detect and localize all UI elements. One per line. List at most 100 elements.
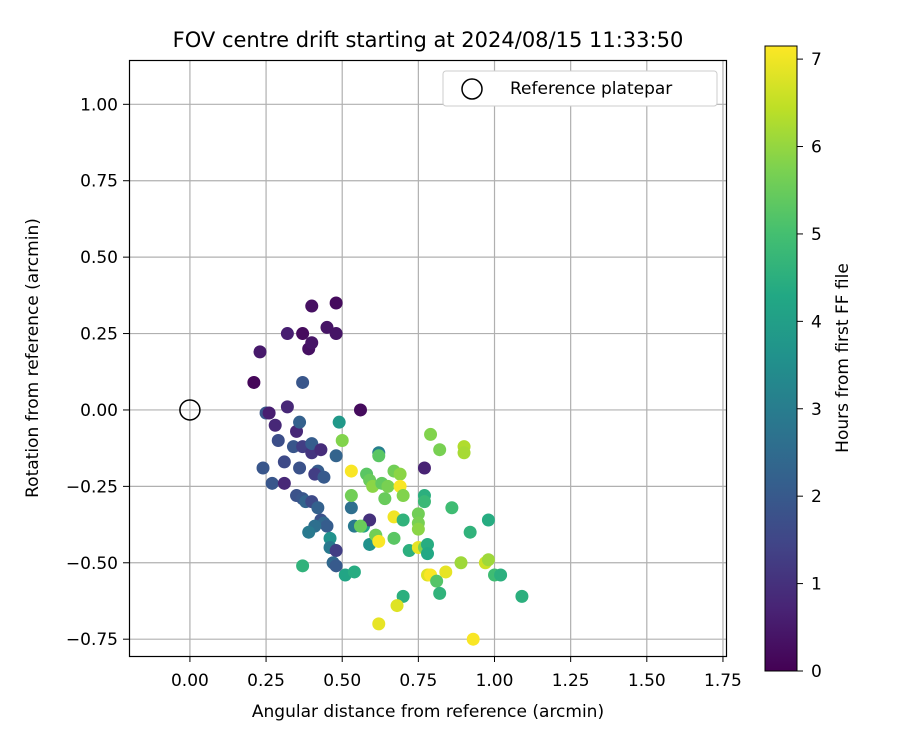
- data-point: [247, 375, 261, 389]
- y-tick-label: 0.25: [80, 325, 118, 345]
- data-point: [515, 589, 529, 603]
- x-tick-label: 0.00: [171, 671, 209, 691]
- y-tick-label: 0.75: [80, 172, 118, 192]
- data-point: [445, 501, 459, 515]
- data-point: [353, 403, 367, 417]
- data-point: [393, 467, 407, 481]
- y-axis: −0.75 −0.50 −0.25 0.00 0.25 0.50 0.75 1.00: [66, 95, 129, 650]
- reference-point: [179, 399, 201, 421]
- data-point: [421, 547, 434, 561]
- data-point: [387, 531, 401, 545]
- data-point: [256, 461, 270, 475]
- data-point: [390, 599, 404, 613]
- x-axis-label: Angular distance from reference (arcmin): [252, 702, 604, 722]
- colorbar-gradient: [764, 45, 798, 672]
- data-point: [372, 617, 386, 631]
- y-tick-label: −0.25: [66, 477, 118, 497]
- data-point: [421, 537, 434, 551]
- data-point: [314, 443, 328, 457]
- data-point: [329, 449, 343, 463]
- chart-title: FOV centre drift starting at 2024/08/15 …: [173, 28, 684, 52]
- data-point: [262, 406, 276, 420]
- x-tick-label: 1.75: [704, 671, 742, 691]
- data-point: [433, 443, 447, 457]
- data-point: [344, 501, 358, 515]
- data-point: [311, 501, 325, 515]
- data-point: [296, 327, 310, 341]
- data-point: [265, 476, 279, 490]
- data-point: [411, 522, 425, 536]
- colorbar-tick-label: 0: [811, 662, 822, 682]
- data-point: [372, 449, 386, 463]
- data-point: [253, 345, 267, 359]
- data-point: [329, 296, 343, 310]
- legend-box: [442, 70, 718, 107]
- data-point: [329, 544, 343, 558]
- x-tick-label: 1.25: [552, 671, 590, 691]
- colorbar-tick-label: 7: [811, 50, 822, 70]
- data-point: [466, 632, 480, 646]
- data-point: [396, 513, 410, 527]
- data-point: [305, 299, 319, 313]
- data-point: [481, 553, 495, 567]
- colorbar-tick-label: 6: [811, 138, 822, 158]
- legend: Reference platepar: [442, 70, 718, 107]
- colorbar-tick-label: 3: [811, 400, 822, 420]
- data-point: [302, 525, 316, 539]
- y-tick-label: −0.75: [66, 630, 118, 650]
- data-point: [363, 513, 377, 527]
- x-axis: 0.00 0.25 0.50 0.75 1.00 1.25 1.50 1.75: [171, 656, 742, 691]
- data-point: [417, 495, 431, 509]
- data-point: [411, 507, 425, 521]
- data-point: [457, 446, 471, 460]
- data-point: [293, 415, 307, 429]
- data-point: [296, 559, 310, 573]
- data-point: [305, 336, 319, 350]
- data-point: [353, 519, 367, 533]
- colorbar-tick-label: 2: [811, 487, 822, 507]
- data-point: [277, 455, 291, 469]
- data-point: [317, 470, 331, 484]
- data-point: [424, 427, 438, 441]
- grid: [129, 60, 726, 656]
- colorbar-ticks: 0 1 2 3 4 5 6 7: [797, 50, 822, 682]
- data-point: [454, 556, 468, 570]
- data-point: [323, 531, 337, 545]
- data-point: [277, 476, 291, 490]
- colorbar-label: Hours from first FF file: [833, 263, 853, 453]
- x-tick-label: 1.50: [628, 671, 666, 691]
- data-point: [329, 559, 343, 573]
- data-point: [378, 492, 392, 506]
- data-point: [268, 418, 282, 432]
- y-tick-label: 1.00: [80, 95, 118, 115]
- data-point: [347, 565, 361, 579]
- data-point: [332, 415, 346, 429]
- data-point: [293, 461, 307, 475]
- data-point: [463, 525, 477, 539]
- plot-frame: [128, 59, 728, 658]
- y-axis-label: Rotation from reference (arcmin): [23, 218, 43, 498]
- data-point: [335, 434, 349, 448]
- data-point: [481, 513, 495, 527]
- colorbar-tick-label: 5: [811, 225, 822, 245]
- data-point: [494, 568, 508, 582]
- data-point: [396, 489, 410, 503]
- data-point: [320, 519, 334, 533]
- reference-marker: [179, 399, 201, 421]
- y-tick-label: 0.50: [80, 248, 118, 268]
- data-point: [305, 437, 319, 451]
- legend-label: Reference platepar: [510, 79, 672, 99]
- colorbar: 0 1 2 3 4 5 6 7 Hours from first FF file: [764, 45, 853, 682]
- x-tick-label: 0.25: [247, 671, 285, 691]
- y-tick-label: −0.50: [66, 554, 118, 574]
- data-points: [247, 296, 529, 646]
- data-point: [381, 479, 395, 493]
- data-point: [296, 375, 310, 389]
- colorbar-tick-label: 4: [811, 312, 822, 332]
- data-point: [396, 589, 410, 603]
- data-point: [280, 400, 294, 414]
- data-point: [286, 440, 300, 454]
- data-point: [344, 489, 358, 503]
